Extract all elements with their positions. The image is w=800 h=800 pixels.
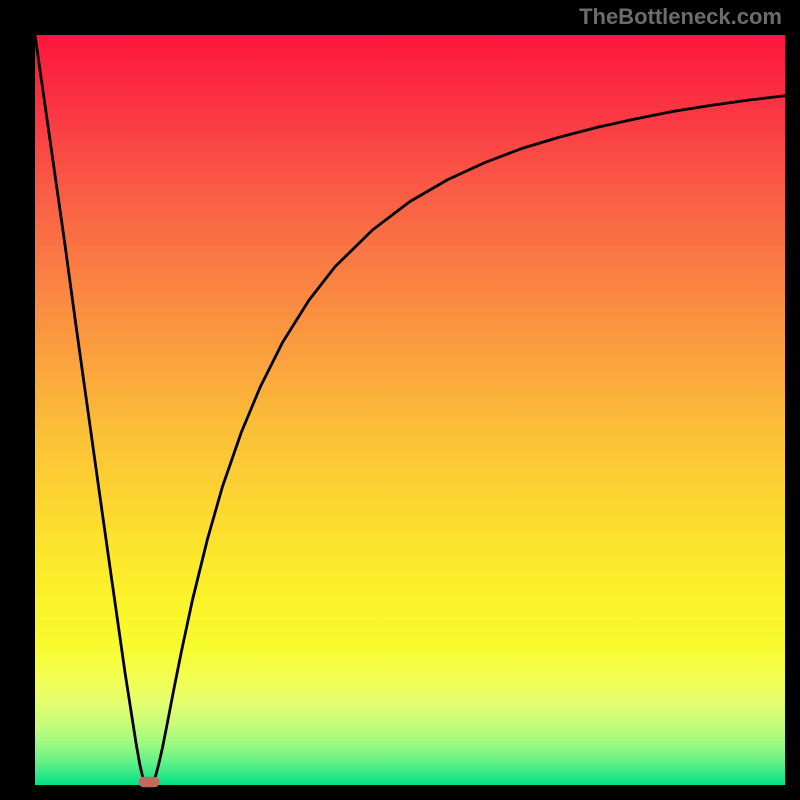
bottleneck-chart — [0, 0, 800, 800]
plot-background — [35, 35, 785, 785]
chart-container: TheBottleneck.com — [0, 0, 800, 800]
watermark-label: TheBottleneck.com — [579, 4, 782, 30]
cusp-marker — [139, 777, 160, 788]
